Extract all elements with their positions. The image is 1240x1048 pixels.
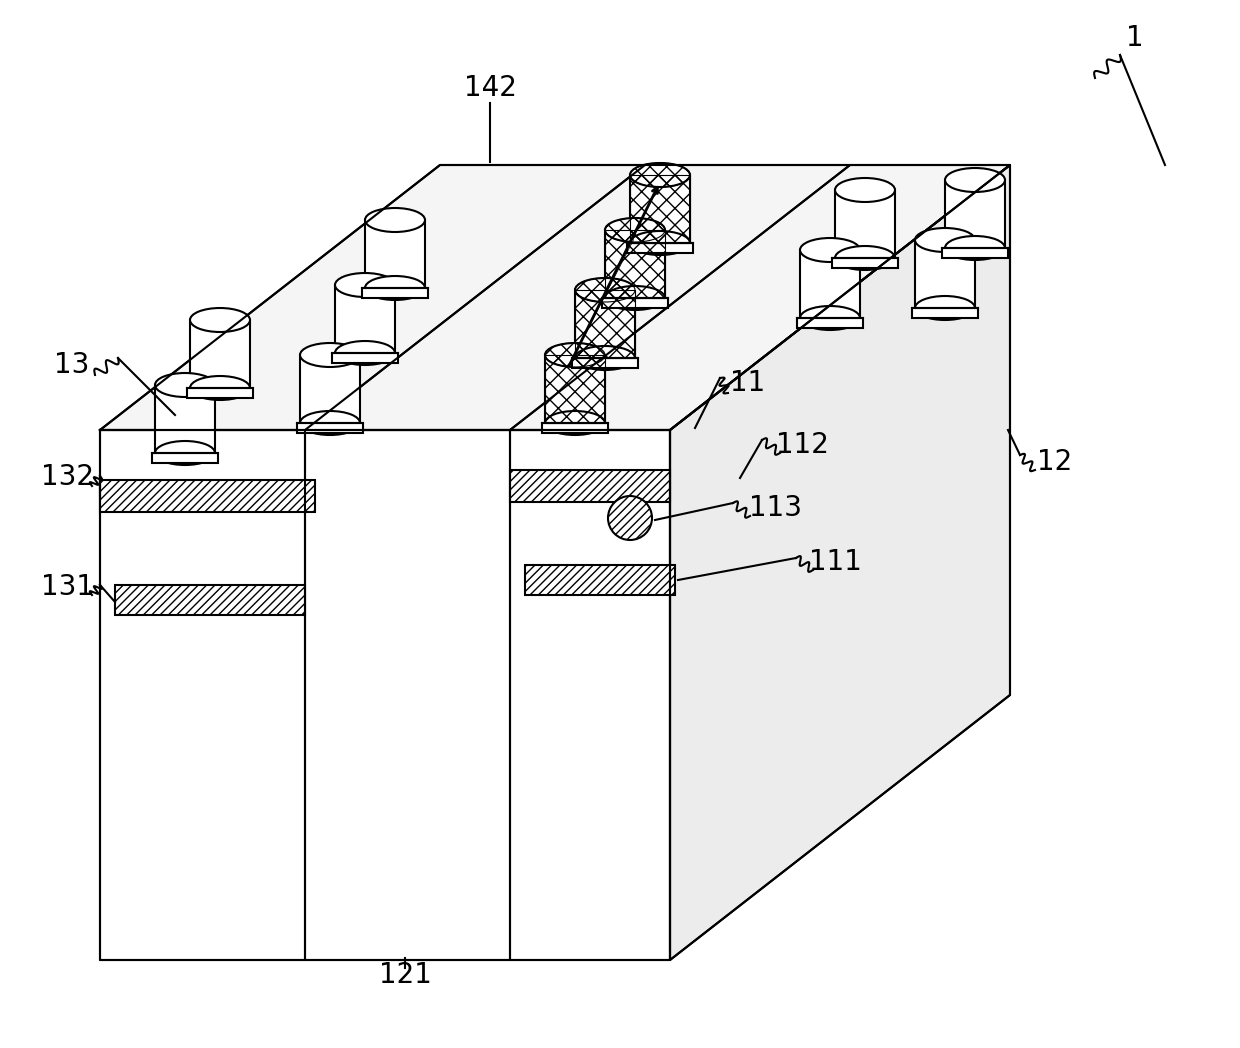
Ellipse shape — [630, 163, 689, 187]
Ellipse shape — [800, 238, 861, 262]
Bar — [100, 480, 315, 512]
Ellipse shape — [575, 346, 635, 370]
Bar — [153, 453, 218, 463]
Bar — [572, 358, 639, 368]
Text: 142: 142 — [464, 74, 516, 102]
Ellipse shape — [546, 343, 605, 367]
Bar — [332, 353, 398, 363]
Ellipse shape — [835, 246, 895, 270]
Ellipse shape — [915, 296, 975, 320]
Bar — [546, 355, 605, 423]
Bar — [300, 355, 360, 423]
Ellipse shape — [365, 208, 425, 232]
Ellipse shape — [300, 343, 360, 367]
Bar — [542, 423, 608, 433]
Polygon shape — [670, 165, 1011, 960]
Bar — [335, 285, 396, 353]
Bar — [605, 230, 665, 298]
Ellipse shape — [300, 411, 360, 435]
Bar — [911, 308, 978, 318]
Bar — [190, 320, 250, 388]
Text: 132: 132 — [41, 463, 94, 492]
Bar — [945, 180, 1004, 248]
Bar — [510, 470, 670, 502]
Bar — [362, 288, 428, 298]
Ellipse shape — [630, 231, 689, 255]
Ellipse shape — [605, 286, 665, 310]
Ellipse shape — [605, 218, 665, 242]
Text: 121: 121 — [378, 961, 432, 989]
Bar — [630, 175, 689, 243]
Ellipse shape — [915, 228, 975, 252]
Bar — [942, 248, 1008, 258]
Ellipse shape — [190, 376, 250, 400]
Text: 1: 1 — [1126, 24, 1143, 52]
Ellipse shape — [945, 168, 1004, 192]
Ellipse shape — [945, 236, 1004, 260]
Bar — [525, 565, 675, 595]
Bar — [546, 355, 605, 423]
Text: 113: 113 — [749, 494, 801, 522]
Text: 131: 131 — [41, 573, 94, 601]
Text: 13: 13 — [55, 351, 89, 379]
Ellipse shape — [155, 373, 215, 397]
Text: 111: 111 — [808, 548, 862, 576]
Ellipse shape — [335, 272, 396, 297]
Bar — [797, 318, 863, 328]
Bar — [832, 258, 898, 268]
Ellipse shape — [835, 178, 895, 202]
Bar — [115, 585, 305, 615]
Bar — [800, 250, 861, 318]
Bar — [630, 175, 689, 243]
Bar — [835, 190, 895, 258]
Circle shape — [608, 496, 652, 540]
Ellipse shape — [190, 308, 250, 332]
Text: 12: 12 — [1038, 447, 1073, 476]
Polygon shape — [100, 165, 1011, 430]
Ellipse shape — [546, 411, 605, 435]
Ellipse shape — [800, 306, 861, 330]
Bar — [155, 385, 215, 453]
Text: 11: 11 — [730, 369, 765, 397]
Text: 112: 112 — [775, 431, 828, 459]
Bar — [605, 230, 665, 298]
Ellipse shape — [155, 441, 215, 465]
Bar — [601, 298, 668, 308]
Bar — [298, 423, 363, 433]
Bar — [575, 290, 635, 358]
Bar — [575, 290, 635, 358]
Bar — [365, 220, 425, 288]
Ellipse shape — [365, 276, 425, 300]
Polygon shape — [100, 430, 670, 960]
Bar — [627, 243, 693, 253]
Ellipse shape — [335, 341, 396, 365]
Ellipse shape — [575, 278, 635, 302]
Bar — [187, 388, 253, 398]
Bar — [915, 240, 975, 308]
